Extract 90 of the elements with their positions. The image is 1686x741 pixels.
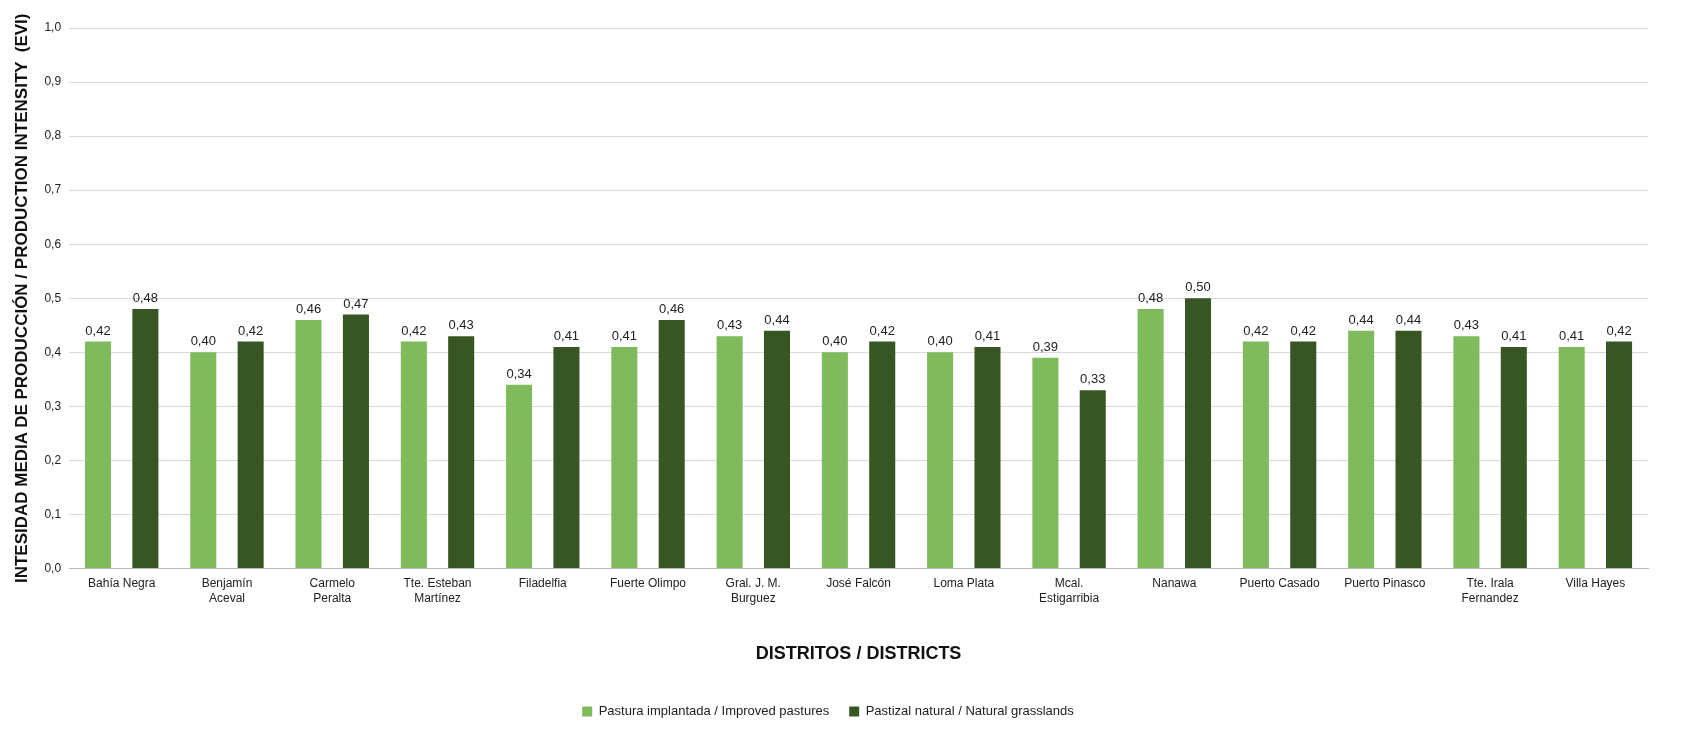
x-tick-label: Benjamín Aceval [201,576,253,605]
x-tick-label: Villa Hayes [1565,576,1626,591]
data-label: 0,43 [448,317,474,333]
data-label: 0,42 [238,322,264,338]
data-label: 0,40 [190,333,216,349]
data-label: 0,42 [869,322,895,338]
bar [1079,390,1106,569]
data-label: 0,46 [295,301,322,316]
y-tick-label: 0,5 [44,290,62,305]
y-tick-label: 0,2 [44,452,62,467]
data-label: 0,42 [85,322,111,338]
x-tick-label: Tte. Esteban Martínez [403,576,472,605]
bar [658,319,685,569]
bar [295,319,322,569]
x-tick-label: Filadelfia [518,576,568,591]
data-label: 0,41 [553,328,580,344]
data-label: 0,34 [506,365,532,381]
data-label: 0,41 [1501,328,1527,344]
data-label: 0,39 [1032,338,1059,354]
bar [342,314,369,569]
data-label: 0,47 [343,295,369,311]
data-label: 0,33 [1080,371,1106,387]
bar [821,352,848,569]
y-tick-label: 0,0 [44,560,62,575]
bar [1395,330,1422,569]
legend-label: Pastizal natural / Natural grasslands [865,703,1075,719]
data-label: 0,44 [1348,311,1374,327]
bar [1348,330,1375,569]
bar [1500,346,1527,569]
legend-label: Pastura implantada / Improved pastures [598,703,830,719]
x-tick-label: Tte. Irala Fernandez [1461,576,1519,605]
bar [1606,341,1633,569]
y-tick-label: 0,6 [44,236,62,251]
data-label: 0,48 [132,290,159,306]
bar [237,341,264,569]
bar [1558,346,1585,569]
y-tick-label: 0,1 [44,506,62,521]
bar [400,341,427,569]
bar [611,346,638,569]
bar [132,309,159,569]
data-label: 0,48 [1137,290,1164,306]
bar [869,341,896,569]
x-tick-label: Puerto Casado [1239,576,1320,591]
bar [974,346,1001,569]
data-label: 0,42 [1243,322,1269,338]
data-label: 0,44 [1395,311,1422,327]
data-label: 0,50 [1185,279,1211,295]
x-tick-label: Loma Plata [933,576,995,591]
data-label: 0,43 [1453,317,1480,333]
bar [1290,341,1317,569]
x-tick-label: Nanawa [1152,576,1197,591]
data-label: 0,42 [1290,322,1316,338]
data-label: 0,46 [659,301,685,316]
bar [506,384,533,569]
bar [448,336,475,569]
y-tick-label: 0,7 [44,182,62,197]
x-tick-label: José Falcón [826,576,891,591]
y-tick-label: 0,3 [44,398,62,413]
bar [1137,309,1164,569]
y-tick-label: 0,4 [44,344,62,359]
y-axis-title: INTESIDAD MEDIA DE PRODUCCIÓN / PRODUCTION INTENSITY (EVI) [11,13,31,584]
x-tick-label: Bahía Negra [88,576,156,591]
data-label: 0,44 [764,311,790,327]
bar [927,352,954,569]
bar [1453,336,1480,569]
x-tick-label: Fuerte Olimpo [610,576,687,591]
x-tick-label: Mcal. Estigarribia [1039,576,1100,605]
x-tick-label: Puerto Pinasco [1344,576,1426,591]
x-axis-title: DISTRITOS / DISTRICTS [755,643,962,664]
y-tick-label: 0,8 [44,128,62,143]
bar [1242,341,1269,569]
data-label: 0,40 [822,333,848,349]
bar [190,352,217,569]
data-label: 0,42 [1606,322,1632,338]
bar [1184,298,1212,569]
bar [763,330,790,569]
data-label: 0,43 [716,317,743,333]
bar [553,346,580,569]
bar [1032,357,1059,569]
bar [716,336,743,569]
x-tick-label: Carmelo Peralta [309,576,356,605]
y-tick-label: 0,9 [44,74,62,89]
data-label: 0,42 [401,322,427,338]
x-tick-label: Gral. J. M. Burguez [725,576,781,605]
data-label: 0,40 [927,333,953,349]
data-label: 0,41 [611,328,637,344]
data-label: 0,41 [974,328,1001,344]
y-tick-label: 1,0 [44,20,62,35]
data-label: 0,41 [1559,328,1585,344]
bar [85,341,112,569]
